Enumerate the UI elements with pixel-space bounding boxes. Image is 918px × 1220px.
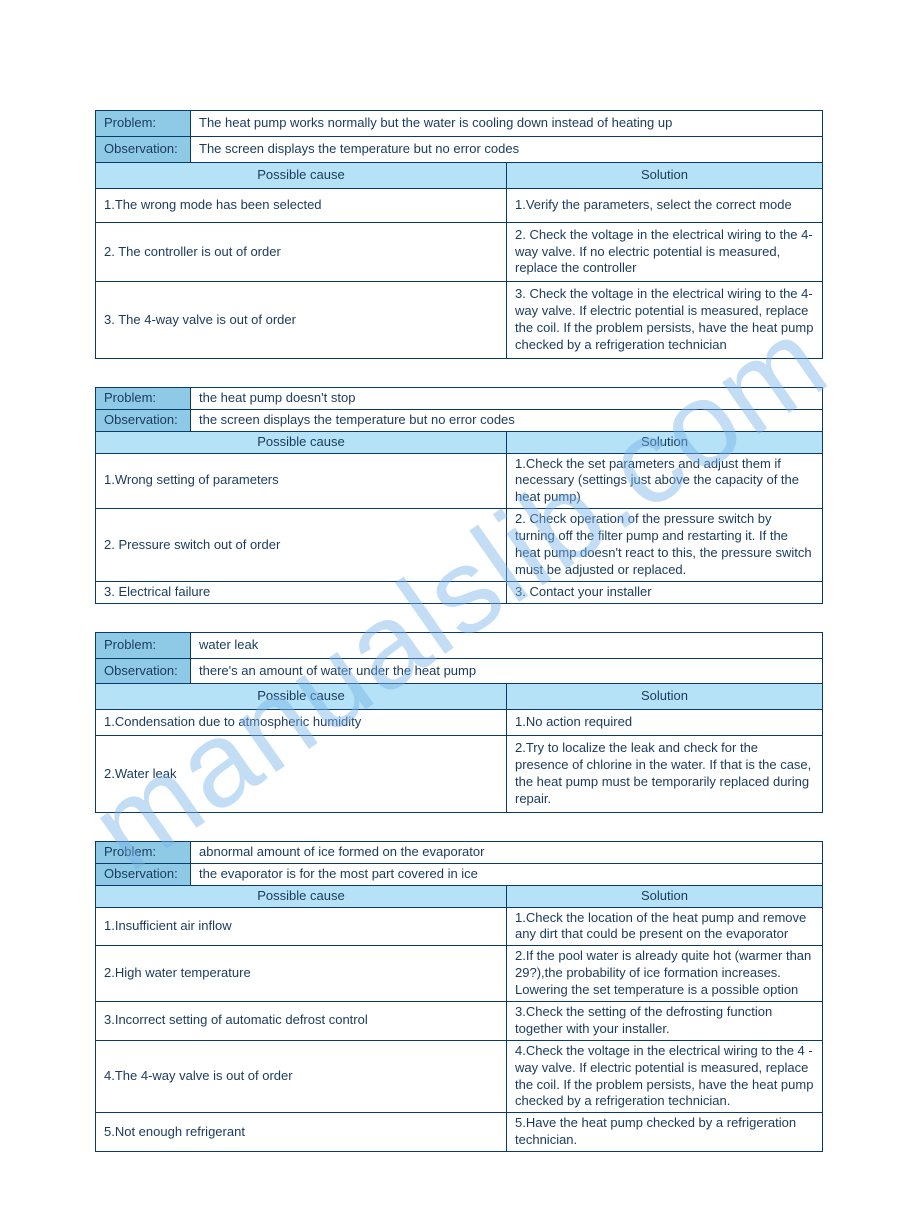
- cause-cell: 2. The controller is out of order: [96, 222, 507, 282]
- solution-header: Solution: [507, 431, 823, 453]
- observation-text: the evaporator is for the most part cove…: [191, 863, 823, 885]
- troubleshoot-table-4: Problem: abnormal amount of ice formed o…: [95, 841, 823, 1152]
- cause-cell: 2. Pressure switch out of order: [96, 509, 507, 582]
- solution-cell: 1.Check the location of the heat pump an…: [507, 907, 823, 946]
- solution-cell: 4.Check the voltage in the electrical wi…: [507, 1040, 823, 1113]
- cause-cell: 3.Incorrect setting of automatic defrost…: [96, 1001, 507, 1040]
- observation-text: The screen displays the temperature but …: [191, 136, 823, 162]
- solution-cell: 1.Check the set parameters and adjust th…: [507, 453, 823, 509]
- possible-cause-header: Possible cause: [96, 885, 507, 907]
- cause-cell: 1.The wrong mode has been selected: [96, 188, 507, 222]
- cause-cell: 2.Water leak: [96, 736, 507, 813]
- solution-cell: 1.Verify the parameters, select the corr…: [507, 188, 823, 222]
- solution-cell: 1.No action required: [507, 710, 823, 736]
- solution-cell: 5.Have the heat pump checked by a refrig…: [507, 1113, 823, 1152]
- observation-text: there's an amount of water under the hea…: [191, 658, 823, 684]
- problem-text: water leak: [191, 632, 823, 658]
- problem-text: The heat pump works normally but the wat…: [191, 111, 823, 137]
- cause-cell: 4.The 4-way valve is out of order: [96, 1040, 507, 1113]
- solution-header: Solution: [507, 885, 823, 907]
- cause-cell: 1.Condensation due to atmospheric humidi…: [96, 710, 507, 736]
- troubleshoot-table-2: Problem: the heat pump doesn't stop Obse…: [95, 387, 823, 604]
- problem-label: Problem:: [96, 387, 191, 409]
- observation-label: Observation:: [96, 863, 191, 885]
- cause-cell: 3. Electrical failure: [96, 581, 507, 603]
- observation-label: Observation:: [96, 136, 191, 162]
- solution-cell: 2. Check the voltage in the electrical w…: [507, 222, 823, 282]
- problem-label: Problem:: [96, 841, 191, 863]
- solution-cell: 3. Contact your installer: [507, 581, 823, 603]
- possible-cause-header: Possible cause: [96, 162, 507, 188]
- possible-cause-header: Possible cause: [96, 684, 507, 710]
- cause-cell: 5.Not enough refrigerant: [96, 1113, 507, 1152]
- observation-text: the screen displays the temperature but …: [191, 409, 823, 431]
- troubleshoot-table-1: Problem: The heat pump works normally bu…: [95, 110, 823, 359]
- cause-cell: 2.High water temperature: [96, 946, 507, 1002]
- solution-cell: 2. Check operation of the pressure switc…: [507, 509, 823, 582]
- solution-cell: 2.Try to localize the leak and check for…: [507, 736, 823, 813]
- solution-cell: 2.If the pool water is already quite hot…: [507, 946, 823, 1002]
- cause-cell: 1.Insufficient air inflow: [96, 907, 507, 946]
- solution-header: Solution: [507, 162, 823, 188]
- solution-cell: 3. Check the voltage in the electrical w…: [507, 282, 823, 359]
- problem-text: the heat pump doesn't stop: [191, 387, 823, 409]
- page-content: Problem: The heat pump works normally bu…: [0, 0, 918, 1220]
- troubleshoot-table-3: Problem: water leak Observation: there's…: [95, 632, 823, 813]
- problem-text: abnormal amount of ice formed on the eva…: [191, 841, 823, 863]
- observation-label: Observation:: [96, 409, 191, 431]
- cause-cell: 3. The 4-way valve is out of order: [96, 282, 507, 359]
- possible-cause-header: Possible cause: [96, 431, 507, 453]
- problem-label: Problem:: [96, 111, 191, 137]
- problem-label: Problem:: [96, 632, 191, 658]
- solution-cell: 3.Check the setting of the defrosting fu…: [507, 1001, 823, 1040]
- cause-cell: 1.Wrong setting of parameters: [96, 453, 507, 509]
- solution-header: Solution: [507, 684, 823, 710]
- observation-label: Observation:: [96, 658, 191, 684]
